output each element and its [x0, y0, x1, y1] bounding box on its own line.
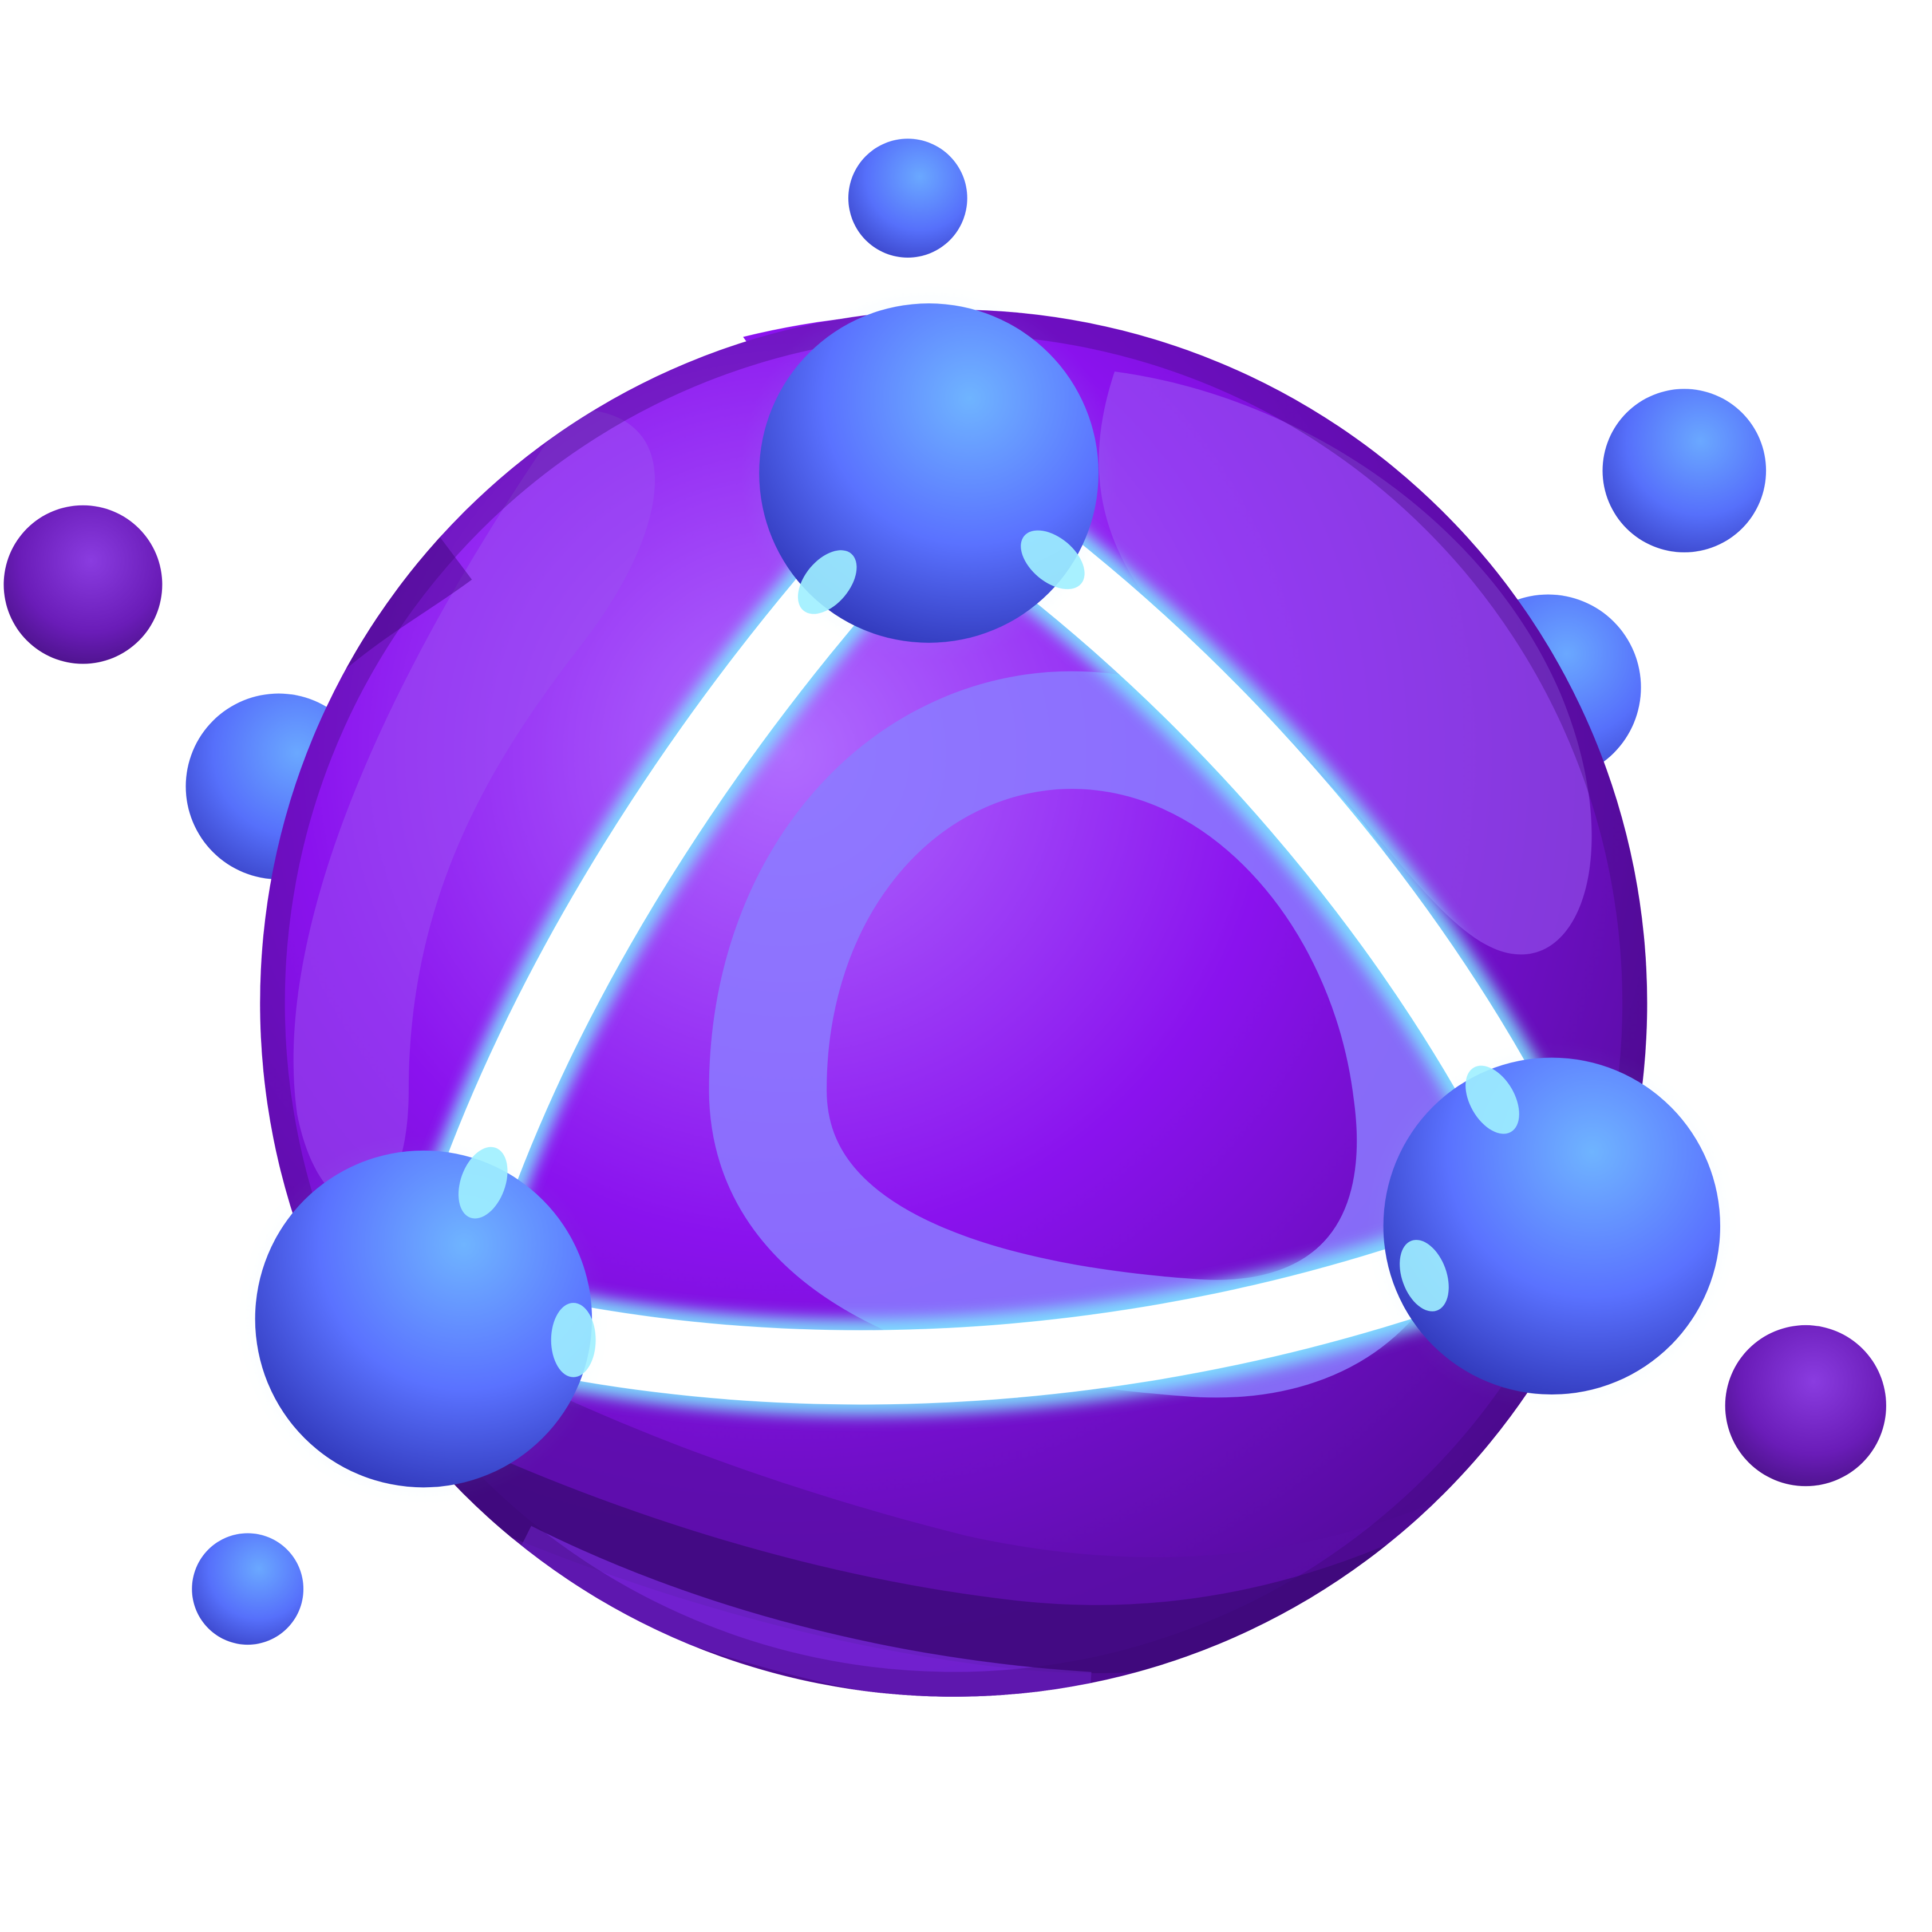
molecule-edges [428, 515, 1547, 1416]
satellite-sphere-top [848, 139, 967, 258]
satellite-sphere-right [1725, 1325, 1886, 1487]
edge-left [440, 544, 880, 1220]
satellite-spheres [3, 139, 1886, 1645]
node-bottom-right [1383, 1057, 1721, 1395]
node-bottom-left [255, 1150, 592, 1488]
satellite-sphere-left [3, 505, 163, 664]
edge-joint-glows [458, 530, 1519, 1377]
edge-right [1009, 526, 1536, 1127]
edge-bottom [544, 1238, 1461, 1405]
satellite-sphere-bottom-left [192, 1533, 304, 1645]
satellite-sphere-top-right [1602, 389, 1767, 552]
